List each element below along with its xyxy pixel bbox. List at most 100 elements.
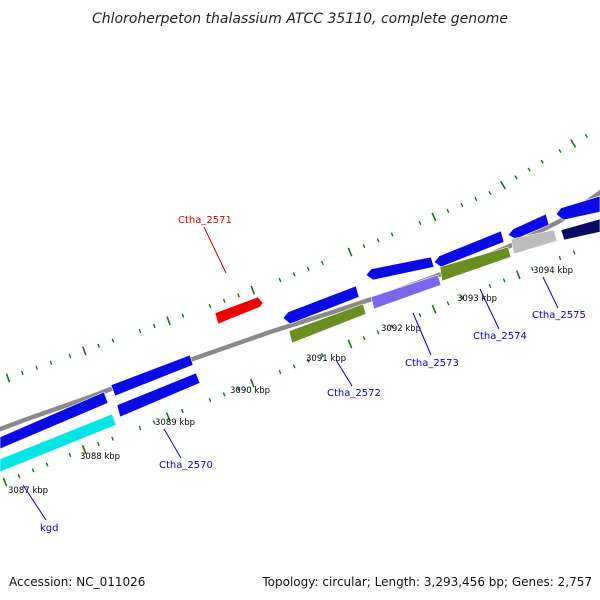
leader-kgd bbox=[22, 484, 47, 521]
outer-tick-row bbox=[5, 133, 589, 383]
scale-tick bbox=[292, 272, 296, 277]
kbp-label: 3089 kbp bbox=[155, 418, 195, 428]
leader-ctha-2574 bbox=[479, 288, 500, 330]
leader-ctha-2572 bbox=[335, 359, 353, 387]
gene-arrow-ctha-2573[interactable] bbox=[370, 274, 442, 310]
scale-tick bbox=[431, 212, 437, 222]
scale-tick bbox=[208, 303, 212, 309]
scale-tick bbox=[514, 175, 518, 180]
gene-label-ctha-2572[interactable]: Ctha_2572 bbox=[327, 388, 381, 399]
scale-tick bbox=[376, 330, 380, 335]
accession-text: Accession: NC_011026 bbox=[9, 575, 145, 589]
gene-label-ctha-2573[interactable]: Ctha_2573 bbox=[405, 358, 459, 369]
gene-arrow-ctha-2570[interactable] bbox=[116, 372, 201, 418]
scale-tick bbox=[362, 244, 366, 249]
kbp-label: 3094 kbp bbox=[533, 266, 573, 276]
scale-tick bbox=[111, 338, 115, 343]
scale-tick bbox=[515, 270, 521, 280]
scale-tick bbox=[347, 247, 353, 257]
gene-arrow-ctha-2571[interactable] bbox=[214, 296, 264, 325]
scale-tick bbox=[474, 196, 478, 202]
scale-tick bbox=[111, 436, 114, 441]
scale-tick bbox=[49, 360, 53, 365]
scale-tick bbox=[558, 148, 562, 154]
scale-tick bbox=[376, 238, 380, 243]
leader-ctha-2573 bbox=[412, 312, 432, 356]
scale-tick bbox=[540, 159, 544, 164]
forward-strand-genes bbox=[0, 218, 600, 473]
leader-ctha-2575 bbox=[542, 276, 559, 309]
gene-label-ctha-2570[interactable]: Ctha_2570 bbox=[159, 460, 213, 471]
scale-tick bbox=[165, 412, 171, 422]
gene-arrow[interactable] bbox=[560, 218, 600, 241]
scale-tick bbox=[17, 474, 21, 479]
scale-tick bbox=[21, 370, 24, 376]
scale-tick bbox=[446, 301, 450, 306]
scale-tick bbox=[446, 208, 450, 214]
scale-tick bbox=[502, 278, 506, 283]
scale-tick bbox=[35, 365, 38, 370]
gene-arrow[interactable] bbox=[0, 391, 109, 450]
genome-summary-text: Topology: circular; Length: 3,293,456 bp… bbox=[261, 575, 592, 589]
scale-tick bbox=[500, 180, 506, 190]
scale-tick bbox=[278, 277, 282, 283]
scale-tick bbox=[152, 420, 156, 425]
gene-arrow[interactable] bbox=[282, 285, 360, 325]
gene-arrow[interactable] bbox=[555, 195, 600, 221]
scale-tick bbox=[97, 343, 100, 348]
scale-tick bbox=[431, 304, 437, 314]
scale-tick bbox=[31, 468, 35, 473]
scale-tick bbox=[488, 283, 492, 289]
scale-tick bbox=[96, 441, 100, 447]
label-leaders bbox=[22, 226, 559, 521]
scale-tick bbox=[362, 336, 366, 341]
map-title: Chloroherpeton thalassium ATCC 35110, co… bbox=[92, 11, 508, 27]
scale-tick bbox=[45, 462, 49, 467]
reverse-strand-genes bbox=[0, 195, 600, 450]
scale-tick bbox=[249, 378, 255, 388]
gene-labels: kgd Ctha_2570 Ctha_2571 Ctha_2572 Ctha_2… bbox=[40, 215, 586, 534]
scale-tick bbox=[237, 293, 240, 298]
scale-tick bbox=[68, 452, 72, 458]
gene-arrow[interactable] bbox=[110, 354, 194, 397]
scale-tick bbox=[250, 285, 256, 295]
gene-arrow[interactable] bbox=[433, 230, 505, 268]
scale-tick bbox=[320, 260, 324, 266]
scale-tick bbox=[558, 255, 562, 261]
gene-label-ctha-2575[interactable]: Ctha_2575 bbox=[532, 310, 586, 321]
gene-arrow-ctha-2574[interactable] bbox=[439, 246, 512, 282]
scale-tick bbox=[572, 250, 576, 255]
kbp-label: 3087 kbp bbox=[8, 486, 48, 496]
gene-arrow[interactable] bbox=[365, 256, 435, 281]
scale-tick bbox=[306, 266, 310, 271]
scale-tick bbox=[320, 352, 324, 358]
scale-tick bbox=[82, 346, 87, 356]
scale-tick bbox=[222, 392, 226, 397]
scale-tick bbox=[152, 323, 156, 329]
gene-label-kgd[interactable]: kgd bbox=[40, 523, 59, 534]
scale-tick bbox=[81, 445, 87, 454]
gene-arrow[interactable] bbox=[507, 213, 550, 240]
scale-tick bbox=[418, 312, 422, 318]
scale-tick bbox=[181, 313, 185, 318]
gene-arrow-ctha-2572[interactable] bbox=[288, 303, 367, 344]
inner-tick-row bbox=[2, 250, 576, 487]
gene-label-ctha-2571[interactable]: Ctha_2571 bbox=[178, 215, 232, 226]
scale-tick bbox=[488, 190, 492, 196]
scale-tick bbox=[530, 266, 534, 272]
leader-ctha-2570 bbox=[163, 428, 182, 459]
scale-tick bbox=[138, 328, 142, 334]
scale-tick bbox=[2, 477, 8, 487]
kbp-label: 3092 kbp bbox=[381, 324, 421, 334]
scale-tick bbox=[460, 202, 464, 208]
scale-tick bbox=[166, 316, 171, 326]
gene-arrow-ctha-2575[interactable] bbox=[510, 229, 558, 255]
scale-tick bbox=[236, 386, 240, 391]
kbp-label: 3093 kbp bbox=[457, 294, 497, 304]
scale-tick bbox=[138, 425, 142, 431]
gene-label-ctha-2574[interactable]: Ctha_2574 bbox=[473, 331, 527, 342]
scale-tick bbox=[390, 324, 394, 329]
gene-arrow-kgd[interactable] bbox=[0, 413, 117, 473]
scale-tick bbox=[292, 364, 296, 369]
